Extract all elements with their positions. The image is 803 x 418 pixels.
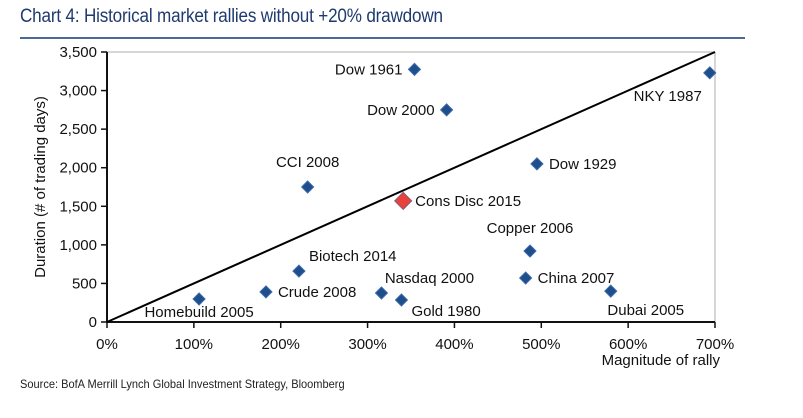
- y-axis-title: Duration (# of trading days): [32, 96, 49, 278]
- point-label-copper-2006: Copper 2006: [487, 220, 574, 237]
- y-axis: 0 500 1,000 1,500 2,000 2,500 3,000 3,500: [59, 44, 107, 331]
- y-tick-label: 1,500: [59, 198, 97, 215]
- point-gold-1980: [394, 293, 409, 307]
- y-tick-label: 2,500: [59, 121, 97, 138]
- x-tick-label: 700%: [696, 336, 734, 353]
- x-tick-label: 100%: [175, 336, 213, 353]
- point-nky-1987: [703, 66, 717, 80]
- point-crude-2008: [259, 285, 273, 299]
- point-label-crude-2008: Crude 2008: [278, 284, 356, 301]
- y-tick-label: 1,000: [59, 237, 97, 254]
- y-tick-label: 0: [89, 314, 97, 331]
- point-dow-2000: [439, 103, 454, 117]
- point-label-nasdaq-2000: Nasdaq 2000: [385, 270, 474, 287]
- point-label-dow-1961: Dow 1961: [335, 61, 403, 78]
- y-tick-label: 2,000: [59, 160, 97, 177]
- chart-title: Chart 4: Historical market rallies witho…: [20, 6, 443, 27]
- data-points: Dow 1961 Dow 2000 NKY 1987 Dow 1929 CCI 2008…: [144, 61, 717, 321]
- point-label-dubai-2005: Dubai 2005: [607, 302, 684, 319]
- source-note: Source: BofA Merrill Lynch Global Invest…: [20, 377, 345, 391]
- trendline: [106, 51, 716, 323]
- x-tick-label: 400%: [435, 336, 473, 353]
- y-tick-label: 3,000: [59, 83, 97, 100]
- point-copper-2006: [523, 244, 537, 258]
- point-dow-1929: [530, 157, 544, 171]
- point-label-dow-1929: Dow 1929: [549, 156, 617, 173]
- point-label-nky-1987: NKY 1987: [634, 88, 702, 105]
- y-tick-label: 3,500: [59, 44, 97, 61]
- point-label-cci-2008: CCI 2008: [276, 154, 339, 171]
- point-biotech-2014: [292, 264, 306, 278]
- x-tick-label: 0%: [96, 336, 118, 353]
- point-label-gold-1980: Gold 1980: [411, 303, 480, 320]
- x-tick-label: 600%: [609, 336, 647, 353]
- x-tick-label: 200%: [262, 336, 300, 353]
- plot-frame: [106, 51, 716, 323]
- point-label-china-2007: China 2007: [538, 270, 615, 287]
- x-axis-title: Magnitude of rally: [602, 352, 721, 369]
- point-label-cons-disc-2015: Cons Disc 2015: [415, 193, 521, 210]
- point-label-dow-2000: Dow 2000: [367, 102, 435, 119]
- point-dubai-2005: [604, 284, 618, 298]
- point-label-homebuild-2005: Homebuild 2005: [144, 304, 253, 321]
- x-axis: 0% 100% 200% 300% 400% 500% 600% 700%: [96, 322, 734, 353]
- title-underline: [20, 37, 745, 39]
- y-tick-label: 500: [72, 275, 97, 292]
- point-homebuild-2005: [192, 292, 206, 306]
- x-tick-label: 500%: [522, 336, 560, 353]
- point-dow-1961: [407, 62, 422, 77]
- x-tick-label: 300%: [348, 336, 386, 353]
- point-label-biotech-2014: Biotech 2014: [309, 248, 397, 265]
- point-china-2007: [518, 271, 533, 285]
- point-cci-2008: [300, 180, 315, 194]
- point-nasdaq-2000: [374, 286, 389, 300]
- point-cons-disc-2015: [393, 191, 413, 211]
